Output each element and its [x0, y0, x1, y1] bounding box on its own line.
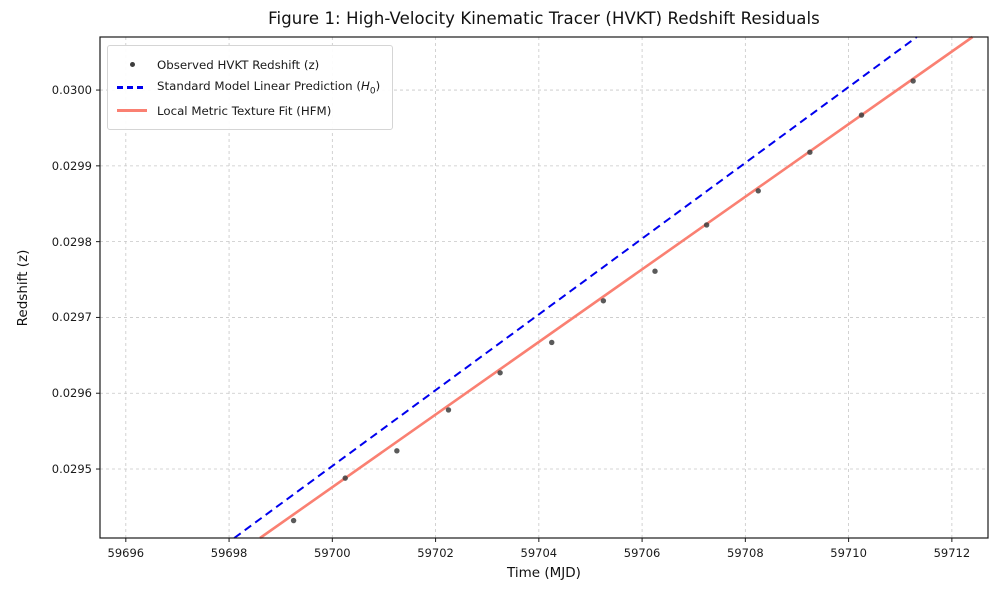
solid-line-icon	[117, 109, 147, 112]
x-tick-label: 59708	[727, 546, 764, 560]
scatter-point	[497, 370, 503, 376]
legend-item-observed: Observed HVKT Redshift (z)	[117, 53, 380, 76]
y-axis-label: Redshift (z)	[15, 249, 31, 327]
scatter-point	[703, 222, 710, 228]
scatter-point	[342, 475, 348, 481]
legend-item-hfm-fit: Local Metric Texture Fit (HFM)	[117, 99, 380, 122]
scatter-point	[549, 339, 555, 346]
x-tick-label: 59700	[314, 546, 351, 560]
legend-label-standard-model: Standard Model Linear Prediction (H0)	[157, 78, 381, 97]
x-tick-label: 59702	[417, 546, 454, 560]
scatter-point	[652, 268, 658, 274]
scatter-point	[858, 112, 865, 118]
x-axis-label: Time (MJD)	[507, 565, 581, 581]
legend-item-standard-model: Standard Model Linear Prediction (H0)	[117, 76, 380, 99]
x-tick-label: 59712	[933, 546, 971, 560]
y-tick-label: 0.0297	[51, 310, 92, 325]
y-tick-label: 0.0298	[51, 234, 92, 249]
plot-border	[99, 36, 989, 539]
legend-label-hfm-fit: Local Metric Texture Fit (HFM)	[157, 103, 332, 118]
legend: Observed HVKT Redshift (z) Standard Mode…	[107, 45, 394, 130]
y-tick-label: 0.0295	[51, 462, 92, 477]
hfm-fit-line	[259, 35, 974, 540]
scatter-point	[600, 298, 607, 304]
scatter-point	[807, 149, 813, 155]
scatter-point	[755, 188, 761, 194]
y-tick-label: 0.0296	[51, 386, 92, 401]
legend-label-observed: Observed HVKT Redshift (z)	[157, 57, 320, 72]
x-tick-label: 59696	[107, 546, 145, 560]
chart-title: Figure 1: High-Velocity Kinematic Tracer…	[268, 9, 820, 28]
scatter-point	[394, 448, 400, 454]
y-tick-label: 0.0300	[51, 83, 92, 98]
scatter-marker-icon	[117, 62, 147, 67]
x-tick-label: 59706	[623, 546, 661, 560]
y-tick-label: 0.0299	[51, 158, 92, 173]
x-tick-label: 59698	[210, 546, 248, 560]
standard-model-line	[233, 36, 918, 539]
x-tick-label: 59704	[520, 546, 558, 560]
scatter-point	[290, 517, 297, 524]
scatter-point	[445, 407, 452, 413]
x-tick-label: 59710	[830, 546, 867, 560]
dashed-line-icon	[117, 86, 147, 89]
scatter-point	[910, 78, 916, 84]
